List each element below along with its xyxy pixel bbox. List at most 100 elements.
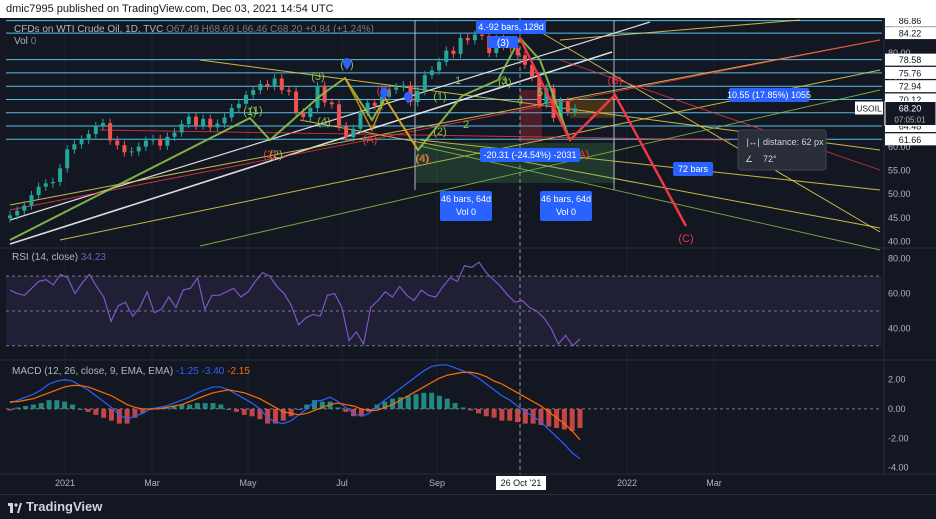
level-tag-label: 64.48 <box>899 122 922 132</box>
price-candle <box>544 88 549 104</box>
wave-label: 5 <box>537 87 543 99</box>
level-tag-box <box>885 53 936 66</box>
wave-label: 4 <box>517 95 523 107</box>
arrow-down-icon <box>380 94 388 100</box>
tradingview-logo[interactable]: TradingView <box>8 495 102 519</box>
measure-label-text: 72 bars <box>678 164 709 174</box>
price-tick-label: 60.00 <box>888 142 911 152</box>
macd-histogram-bar <box>522 408 528 424</box>
macd-histogram-bar <box>116 408 122 424</box>
macd-hist-value: -2.15 <box>227 366 250 377</box>
level-tag-label: 72.94 <box>899 82 922 92</box>
distance-icon: |↔| <box>745 138 761 148</box>
wave-label: (2) <box>433 126 446 138</box>
wave-label: 2 <box>463 119 469 131</box>
countdown-label: 07:05:01 <box>894 116 926 125</box>
macd-histogram-bar <box>405 395 411 409</box>
tradingview-logo-icon <box>8 502 22 513</box>
macd-histogram-bar <box>561 408 567 430</box>
macd-histogram-bar <box>312 400 318 409</box>
crosshair-date-box <box>496 476 546 490</box>
macd-histogram-bar <box>218 404 224 409</box>
wave-label: (2) <box>269 149 282 161</box>
price-candle <box>279 78 284 91</box>
macd-histogram-bar <box>38 403 44 409</box>
price-candle <box>122 145 127 153</box>
wave-label: (B) <box>608 75 623 87</box>
price-candle <box>444 50 449 62</box>
macd-histogram-bar <box>296 408 302 410</box>
macd-label: MACD (12, 26, close, 9, EMA, EMA) <box>12 366 174 377</box>
rsi-tick-label: 80.00 <box>888 254 911 264</box>
macd-histogram-bar <box>77 408 83 410</box>
wave-label: (4) <box>415 153 428 165</box>
macd-histogram-bar <box>93 408 99 415</box>
macd-histogram-bar <box>413 394 419 409</box>
wave-label: (3) <box>311 71 324 83</box>
macd-histogram-bar <box>382 401 388 409</box>
rsi-value: 34.23 <box>80 252 106 263</box>
price-candle <box>387 89 392 97</box>
price-candle <box>93 125 98 134</box>
time-tick-label: 2022 <box>617 478 637 488</box>
price-candle <box>458 37 463 54</box>
macd-histogram-bar <box>171 406 177 409</box>
price-candle <box>351 128 356 138</box>
price-candle <box>65 149 70 169</box>
price-candle <box>379 96 384 106</box>
rsi-legend: RSI (14, close) 34.23 <box>12 252 106 263</box>
macd-histogram-bar <box>30 404 36 409</box>
macd-histogram-bar <box>85 408 91 412</box>
price-candle <box>286 90 291 92</box>
price-candle <box>186 116 191 125</box>
price-candle <box>236 103 241 109</box>
macd-histogram-bar <box>210 403 216 409</box>
brand-name: TradingView <box>26 499 103 514</box>
symbol-tag-label: USOIL <box>856 104 882 114</box>
price-candle <box>29 195 34 206</box>
macd-histogram-bar <box>132 408 138 418</box>
price-candle <box>50 181 55 184</box>
level-tag-label: 84.22 <box>899 29 922 39</box>
price-candle <box>265 84 270 86</box>
trendline <box>299 119 881 229</box>
macd-histogram-bar <box>327 401 333 409</box>
macd-histogram-bar <box>546 408 552 427</box>
price-candle <box>79 139 84 145</box>
macd-histogram-bar <box>421 392 427 409</box>
price-candle <box>530 64 535 77</box>
macd-histogram-bar <box>397 397 403 409</box>
wave-label: (3) <box>498 77 511 89</box>
price-candle <box>308 108 313 117</box>
macd-histogram-bar <box>249 408 255 417</box>
measure-label-text: -20.31 (-24.54%) -2031 <box>483 150 576 160</box>
macd-histogram-bar <box>507 408 513 421</box>
price-candle <box>480 34 485 37</box>
measure-label-box <box>476 20 546 34</box>
chart-canvas[interactable]: 40.0045.0050.0055.0060.0065.0070.0075.00… <box>0 18 936 494</box>
macd-legend: MACD (12, 26, close, 9, EMA, EMA) -1.25 … <box>12 366 250 377</box>
price-candle <box>229 108 234 118</box>
macd-histogram-bar <box>499 408 505 421</box>
macd-histogram-bar <box>15 407 21 409</box>
wave-label: (1) <box>433 91 446 103</box>
macd-histogram-bar <box>202 403 208 409</box>
price-candle <box>215 123 220 128</box>
price-candle <box>301 112 306 117</box>
price-unit-label: USD <box>894 22 914 32</box>
wave-label: (4) <box>317 116 330 128</box>
trendline <box>9 21 651 221</box>
price-candle <box>294 91 299 113</box>
wave-label: (1) <box>249 105 262 117</box>
price-candle <box>15 210 20 216</box>
publish-info: dmic7995 published on TradingView.com, D… <box>6 3 334 15</box>
price-candle <box>115 140 120 146</box>
wave-label: (C) <box>678 233 693 245</box>
measure-label-sub: Vol 0 <box>456 207 476 217</box>
macd-histogram-bar <box>358 408 364 417</box>
footer-bar: TradingView <box>0 494 936 519</box>
range-box <box>570 98 615 118</box>
macd-histogram-bar <box>140 408 146 414</box>
macd-histogram-bar <box>468 408 474 411</box>
measure-label-box <box>673 162 713 176</box>
